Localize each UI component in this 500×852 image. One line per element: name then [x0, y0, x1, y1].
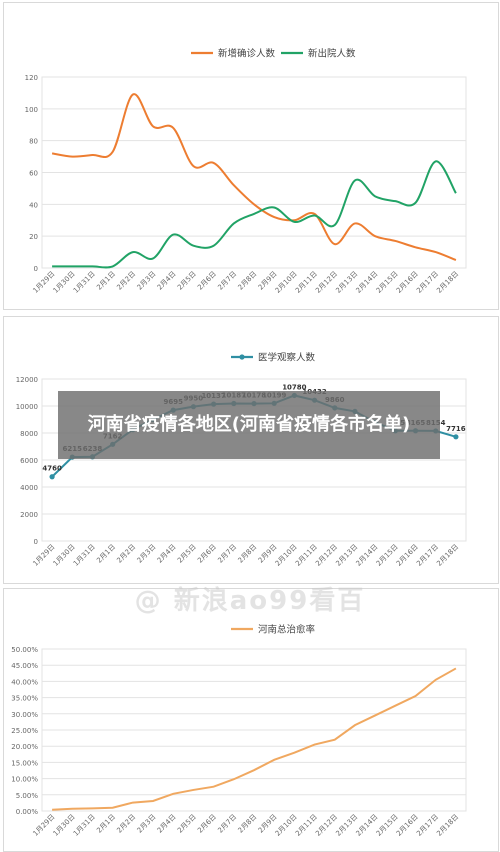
line-chart-3: 0.00% 5.00% 10.00% 15.00% 20.00% 25.00% 30.00%… — [11, 624, 467, 838]
y-tick-label: 10.00% — [11, 776, 38, 784]
series-line — [51, 93, 457, 261]
x-tick-label: 2月8日 — [237, 270, 259, 292]
y-tick-label: 80 — [29, 138, 38, 146]
y-tick-label: 2000 — [20, 511, 38, 519]
data-point — [49, 474, 55, 480]
line-chart-1: 0204060801001201月29日1月30日1月31日2月1日2月2日2月… — [25, 48, 467, 295]
x-tick-label: 2月6日 — [196, 270, 218, 292]
chart-panel-cure-rate: 0.00% 5.00% 10.00% 15.00% 20.00% 25.00% 30.00%… — [3, 588, 499, 852]
x-tick-label: 2月4日 — [156, 813, 178, 835]
x-tick-label: 2月3日 — [136, 270, 158, 292]
y-tick-label: 100 — [25, 106, 38, 114]
y-tick-label: 0 — [34, 538, 38, 546]
legend-label: 新出院人数 — [308, 48, 356, 60]
x-tick-label: 2月7日 — [216, 543, 238, 565]
x-tick-label: 2月5日 — [176, 813, 198, 835]
y-tick-label: 120 — [25, 74, 38, 82]
y-tick-label: 50.00% — [11, 646, 38, 654]
overlay-title: 河南省疫情各地区(河南省疫情各市名单) — [58, 391, 440, 459]
legend-marker — [239, 354, 245, 360]
legend-label: 医学观察人数 — [258, 352, 316, 364]
y-tick-label: 20.00% — [11, 743, 38, 751]
legend-label: 河南总治愈率 — [258, 624, 316, 636]
x-tick-label: 2月18日 — [435, 543, 460, 568]
x-tick-label: 2月1日 — [95, 543, 117, 565]
y-tick-label: 20 — [29, 233, 38, 241]
x-tick-label: 2月8日 — [237, 543, 259, 565]
y-tick-label: 0.00% — [16, 808, 39, 816]
y-tick-label: 0 — [34, 265, 38, 273]
y-tick-label: 35.00% — [11, 695, 38, 703]
watermark: @ 新浪ao99看百 — [134, 586, 366, 616]
x-tick-label: 2月18日 — [435, 813, 460, 838]
chart-panel-confirmed-discharged: 0 20 40 60 80 100 120 1月29日 1月30日 1月31日 2月1日 2月2日 2月… — [3, 2, 499, 310]
x-tick-label: 2月8日 — [237, 813, 259, 835]
x-tick-label: 2月6日 — [196, 543, 218, 565]
series-line — [52, 160, 457, 269]
y-tick-label: 4000 — [20, 484, 38, 492]
y-tick-label: 30.00% — [11, 711, 38, 719]
x-tick-label: 2月5日 — [176, 270, 198, 292]
y-tick-label: 60 — [29, 170, 38, 178]
data-label: 10780 — [282, 383, 306, 391]
x-tick-label: 2月3日 — [136, 543, 158, 565]
x-tick-label: 2月4日 — [156, 543, 178, 565]
y-tick-label: 10000 — [16, 403, 38, 411]
x-tick-label: 2月5日 — [176, 543, 198, 565]
y-tick-label: 8000 — [20, 430, 38, 438]
y-tick-label: 25.00% — [11, 727, 38, 735]
y-tick-label: 40.00% — [11, 678, 38, 686]
x-tick-label: 1月31日 — [72, 813, 97, 838]
x-tick-label: 2月2日 — [115, 543, 137, 565]
data-label: 4760 — [42, 465, 62, 473]
y-tick-label: 15.00% — [11, 759, 38, 767]
x-tick-label: 2月7日 — [216, 270, 238, 292]
x-tick-label: 2月1日 — [95, 813, 117, 835]
legend-label: 新增确诊人数 — [218, 48, 276, 60]
x-tick-label: 2月3日 — [136, 813, 158, 835]
series-line — [52, 667, 457, 811]
y-tick-label: 12000 — [16, 376, 38, 384]
x-tick-label: 2月2日 — [115, 270, 137, 292]
y-tick-label: 45.00% — [11, 662, 38, 670]
data-point — [453, 434, 459, 440]
x-tick-label: 2月2日 — [115, 813, 137, 835]
x-tick-label: 2月6日 — [196, 813, 218, 835]
x-tick-label: 2月18日 — [435, 270, 460, 295]
x-tick-label: 1月31日 — [72, 543, 97, 568]
y-tick-label: 5.00% — [16, 792, 39, 800]
x-tick-label: 2月7日 — [216, 813, 238, 835]
x-tick-label: 2月4日 — [156, 270, 178, 292]
data-label: 7716 — [446, 425, 466, 433]
y-tick-label: 40 — [29, 201, 38, 209]
x-tick-label: 2月1日 — [95, 270, 117, 292]
x-tick-label: 1月31日 — [72, 270, 97, 295]
y-tick-label: 6000 — [20, 457, 38, 465]
